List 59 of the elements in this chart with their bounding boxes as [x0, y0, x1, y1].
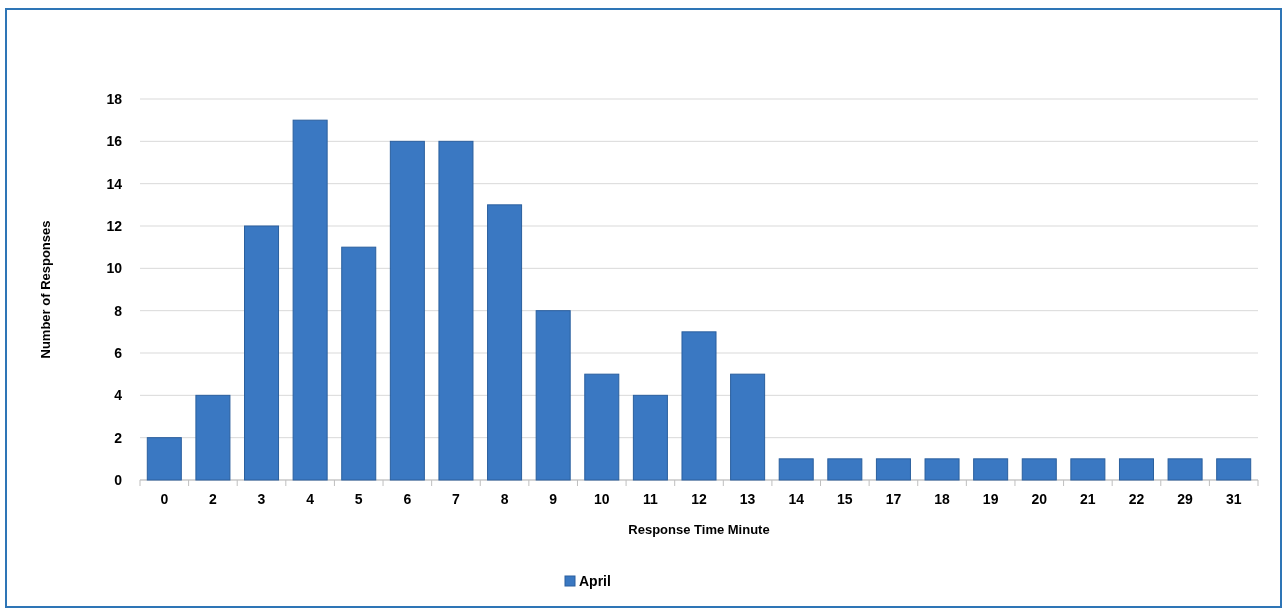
x-tick-label: 3	[257, 491, 266, 507]
bar	[924, 458, 960, 481]
x-tick-label: 22	[1128, 491, 1145, 507]
bar	[584, 373, 620, 481]
bar	[1216, 458, 1252, 481]
x-tick-label: 21	[1080, 491, 1096, 507]
bar	[292, 119, 328, 481]
bar	[487, 204, 523, 481]
bar	[827, 458, 863, 481]
bar	[681, 331, 717, 481]
x-tick-label: 2	[209, 491, 218, 507]
bar	[1070, 458, 1106, 481]
bar	[1167, 458, 1203, 481]
x-tick-label: 7	[452, 491, 461, 507]
y-axis-title: Number of Responses	[38, 220, 53, 359]
bar	[195, 394, 231, 481]
x-tick-label: 4	[306, 491, 315, 507]
y-tick-label: 12	[106, 217, 123, 234]
bar	[1021, 458, 1057, 481]
y-tick-label: 8	[114, 302, 123, 319]
bar	[973, 458, 1009, 481]
bar	[389, 140, 425, 481]
x-axis-title: Response Time Minute	[628, 522, 770, 537]
x-tick-label: 31	[1225, 491, 1242, 507]
x-tick-label: 18	[934, 491, 951, 507]
x-tick-label: 14	[788, 491, 805, 507]
y-tick-label: 6	[114, 344, 123, 361]
y-tick-label: 0	[114, 471, 123, 488]
bar	[438, 140, 474, 481]
bar	[244, 225, 280, 481]
x-tick-label: 10	[593, 491, 610, 507]
x-tick-label: 29	[1177, 491, 1194, 507]
x-tick-label: 13	[739, 491, 756, 507]
bar	[146, 437, 182, 481]
x-tick-label: 12	[691, 491, 707, 507]
y-tick-label: 10	[106, 260, 123, 277]
x-tick-label: 11	[642, 491, 658, 507]
x-tick-label: 5	[354, 491, 363, 507]
y-tick-label: 16	[106, 133, 123, 150]
y-tick-label: 2	[114, 429, 123, 446]
x-tick-label: 19	[982, 491, 999, 507]
bar	[1118, 458, 1154, 481]
x-tick-label: 20	[1031, 491, 1048, 507]
bar	[730, 373, 766, 481]
bar	[535, 310, 571, 481]
bar	[632, 394, 668, 481]
x-tick-label: 6	[403, 491, 412, 507]
x-tick-label: 0	[160, 491, 169, 507]
bar	[341, 246, 377, 481]
bar	[875, 458, 911, 481]
legend-label: April	[579, 572, 611, 589]
y-tick-label: 18	[106, 90, 123, 107]
bar	[778, 458, 814, 481]
x-tick-label: 9	[549, 491, 558, 507]
x-tick-label: 17	[885, 491, 902, 507]
x-tick-label: 8	[500, 491, 509, 507]
y-tick-label: 14	[106, 175, 123, 192]
x-tick-label: 15	[837, 491, 853, 507]
y-tick-label: 4	[114, 387, 123, 404]
